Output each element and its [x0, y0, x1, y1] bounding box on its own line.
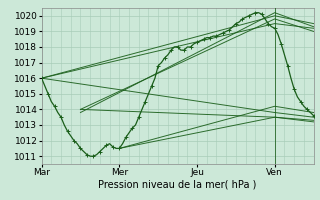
X-axis label: Pression niveau de la mer( hPa ): Pression niveau de la mer( hPa )	[99, 180, 257, 190]
